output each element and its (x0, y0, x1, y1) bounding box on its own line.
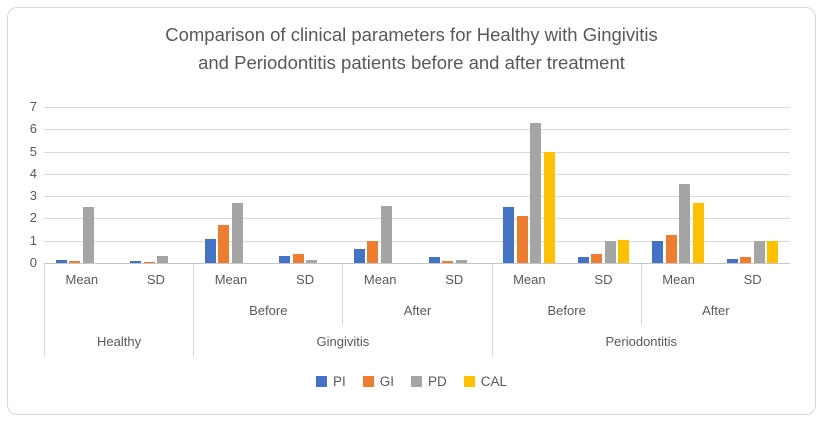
y-axis-tick-label: 1 (29, 232, 37, 248)
bar-pd-periodontitis-after-mean (679, 183, 691, 263)
y-axis-tick-label: 3 (29, 188, 37, 204)
bar-pd-gingivitis-before-mean (231, 202, 243, 263)
legend-swatch-pd (411, 376, 422, 387)
bar-pd-periodontitis-before-mean (530, 122, 542, 263)
legend-label-cal: CAL (480, 374, 508, 389)
bar-pd-healthy-sd (157, 256, 169, 263)
bar-pi-gingivitis-before-mean (204, 238, 216, 263)
axis-label-phase: Before (193, 294, 342, 326)
legend-label-gi: GI (379, 374, 394, 389)
gridline (44, 151, 790, 153)
bar-pd-gingivitis-after-sd (455, 259, 467, 263)
bar-pi-gingivitis-after-sd (428, 257, 440, 263)
bar-cal-periodontitis-after-mean (692, 202, 704, 263)
gridline (44, 240, 790, 242)
legend-swatch-pi (315, 376, 327, 387)
axis-label-stat: SD (743, 271, 762, 287)
bar-pd-gingivitis-after-mean (380, 206, 392, 263)
bar-gi-periodontitis-after-mean (665, 235, 677, 263)
legend: PI GI PD CAL (0, 374, 823, 389)
legend-item-cal: CAL (463, 374, 508, 389)
y-axis-tick-label: 7 (29, 99, 37, 114)
gridline (44, 173, 790, 175)
y-axis-tick-label: 6 (29, 121, 37, 137)
plot-area (44, 107, 790, 264)
axis-label-phase (44, 294, 193, 326)
bar-pi-healthy-mean (55, 259, 67, 263)
y-axis-tick-label: 0 (29, 255, 37, 270)
bar-cal-periodontitis-before-sd (618, 239, 630, 263)
bar-gi-periodontitis-before-mean (516, 216, 528, 263)
gridline (44, 218, 790, 220)
axis-label-stat: Mean (491, 263, 567, 295)
axis-label-condition: Healthy (44, 325, 193, 357)
bar-pd-healthy-mean (82, 207, 94, 263)
axis-label-phase: After (342, 294, 491, 326)
chart-title: Comparison of clinical parameters for He… (40, 21, 783, 77)
axis-label-stat: Mean (640, 263, 716, 295)
gridline (44, 196, 790, 198)
legend-item-gi: GI (362, 374, 394, 389)
bar-pi-healthy-sd (130, 260, 142, 263)
bar-gi-gingivitis-after-mean (367, 240, 379, 263)
legend-swatch-cal (463, 376, 475, 387)
bar-pi-periodontitis-after-mean (652, 240, 664, 263)
legend-item-pd: PD (411, 374, 447, 389)
axis-label-condition: Periodontitis (491, 325, 790, 357)
axis-label-stat: Mean (193, 263, 268, 295)
axis-label-stat: Mean (44, 263, 119, 295)
bar-pd-periodontitis-before-sd (604, 240, 616, 263)
bar-gi-healthy-sd (143, 261, 155, 263)
bar-pi-gingivitis-before-sd (279, 256, 291, 263)
axis-label-condition: Gingivitis (193, 325, 491, 357)
y-axis-tick-label: 2 (29, 210, 37, 226)
bar-pd-periodontitis-after-sd (753, 240, 765, 263)
gridline (44, 129, 790, 131)
legend-label-pd: PD (428, 374, 447, 389)
bar-pi-periodontitis-before-sd (577, 257, 589, 263)
legend-item-pi: PI (315, 374, 346, 389)
legend-swatch-gi (362, 376, 374, 387)
bar-gi-periodontitis-after-sd (740, 257, 752, 263)
bar-pi-gingivitis-after-mean (353, 248, 365, 263)
axis-label-stat: SD (445, 271, 464, 287)
bar-pi-periodontitis-before-mean (503, 207, 515, 263)
legend-label-pi: PI (332, 374, 346, 389)
bar-gi-gingivitis-before-mean (218, 225, 230, 263)
bar-pi-periodontitis-after-sd (726, 258, 738, 263)
axis-label-phase: Before (491, 294, 641, 326)
x-axis-line (44, 263, 790, 264)
axis-label-stat: Mean (342, 263, 417, 295)
axis-label-stat: SD (146, 271, 165, 287)
y-axis-tick-label: 5 (29, 143, 37, 159)
axis-label-stat: SD (594, 271, 613, 287)
y-axis-tick-label: 4 (29, 165, 37, 181)
bar-cal-periodontitis-after-sd (767, 240, 779, 263)
axis-label-stat: SD (296, 271, 315, 287)
bar-gi-periodontitis-before-sd (591, 254, 603, 263)
gridline (44, 107, 790, 108)
bar-gi-healthy-mean (69, 260, 81, 263)
bar-cal-periodontitis-before-mean (543, 151, 555, 263)
chart-title-line2: and Periodontitis patients before and af… (198, 52, 625, 73)
axis-label-phase: After (640, 294, 790, 326)
bar-pd-gingivitis-before-sd (306, 259, 318, 263)
chart-title-line1: Comparison of clinical parameters for He… (165, 24, 658, 45)
bar-gi-gingivitis-after-sd (442, 260, 454, 263)
bar-gi-gingivitis-before-sd (292, 254, 304, 263)
